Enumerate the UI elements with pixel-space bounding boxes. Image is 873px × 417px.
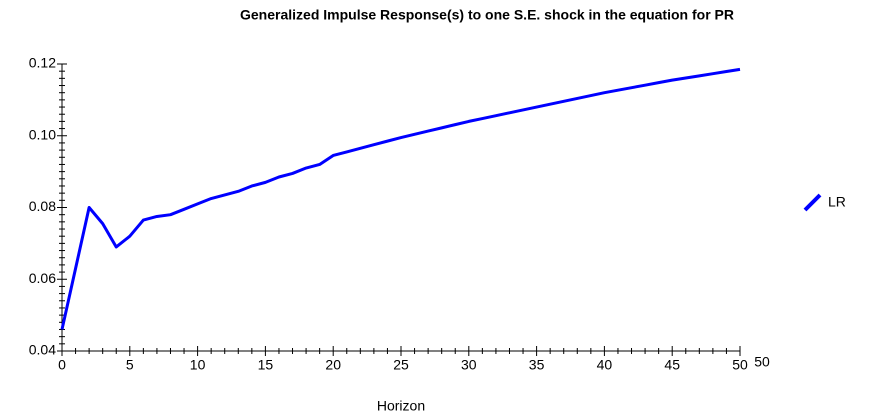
x-tick-label: 30 (461, 357, 477, 373)
y-tick-label: 0.12 (29, 55, 56, 71)
x-axis-label: Horizon (377, 398, 425, 414)
x-tick-label: 10 (190, 357, 206, 373)
chart-title: Generalized Impulse Response(s) to one S… (240, 7, 734, 23)
x-tick-label: 50 (732, 357, 748, 373)
legend-label: LR (828, 194, 846, 210)
legend-swatch (803, 193, 822, 212)
x-tick-label: 5 (126, 357, 134, 373)
x-tick-label: 35 (529, 357, 545, 373)
x-tick-label: 40 (597, 357, 613, 373)
x-tick-label: 20 (325, 357, 341, 373)
x-tick-label: 0 (58, 357, 66, 373)
y-tick-label: 0.10 (29, 126, 56, 142)
y-tick-label: 0.06 (29, 270, 56, 286)
y-tick-label: 0.08 (29, 198, 56, 214)
x-tick-label: 25 (393, 357, 409, 373)
line-series (60, 67, 741, 330)
x-tick-label: 15 (258, 357, 274, 373)
x-tick-label: 45 (664, 357, 680, 373)
y-tick-label: 0.04 (29, 342, 56, 358)
annotation: 50 (754, 354, 770, 370)
